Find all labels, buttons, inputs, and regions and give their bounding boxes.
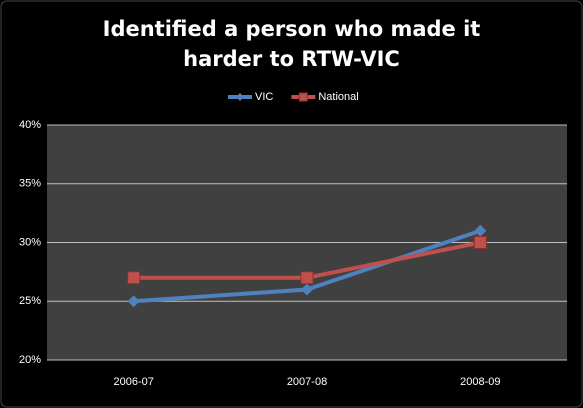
marker <box>474 224 487 237</box>
y-tick-label: 35% <box>19 178 41 190</box>
chart-title: Identified a person who made it harder t… <box>102 17 481 71</box>
legend-label: VIC <box>255 91 273 103</box>
marker <box>300 271 314 285</box>
x-tick-label: 2007-08 <box>287 376 327 388</box>
y-tick-label: 20% <box>19 354 41 366</box>
y-tick-label: 25% <box>19 295 41 307</box>
marker <box>236 93 244 101</box>
marker <box>473 236 487 249</box>
legend-label: National <box>318 91 358 103</box>
marker <box>298 92 308 102</box>
y-tick-label: 40% <box>19 119 41 131</box>
y-tick-label: 30% <box>19 236 41 248</box>
marker <box>127 295 140 308</box>
x-tick-label: 2006-07 <box>113 376 153 388</box>
marker <box>127 271 141 285</box>
x-tick-label: 2008-09 <box>460 376 500 388</box>
marker <box>301 283 313 296</box>
